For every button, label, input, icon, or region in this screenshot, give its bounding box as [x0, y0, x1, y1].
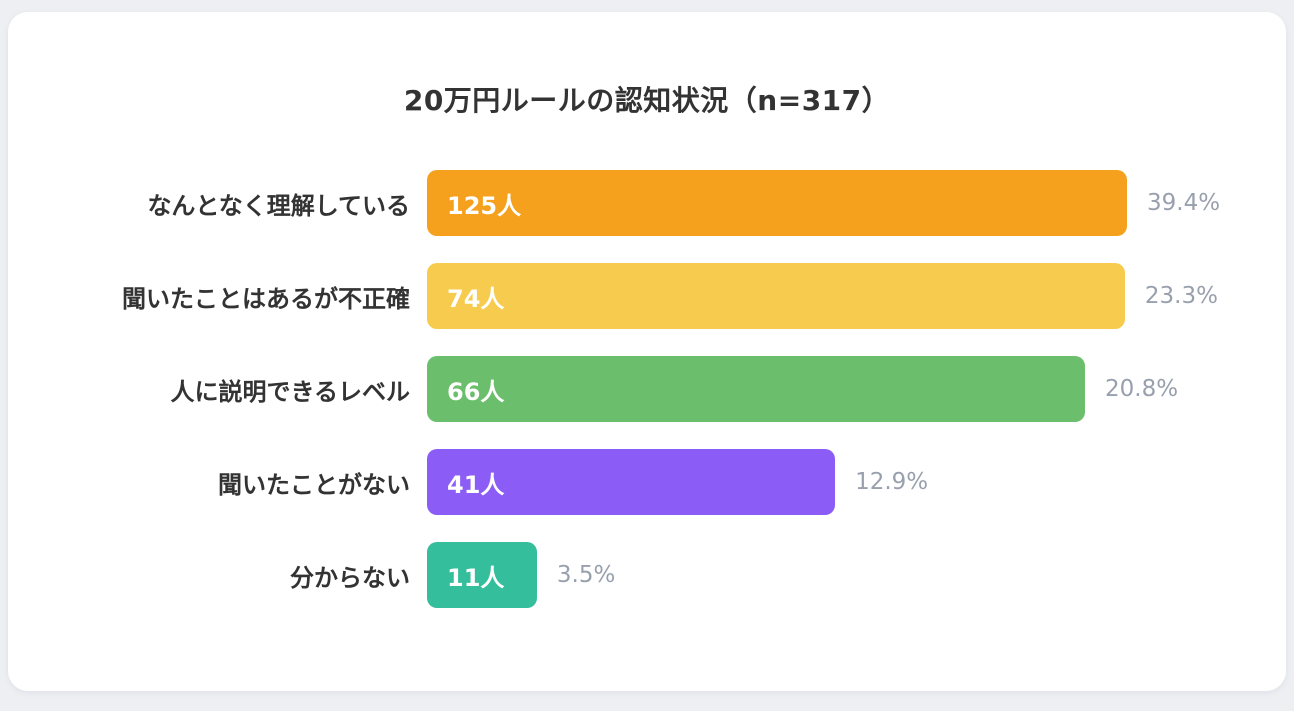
bar-and-percent: 11人 3.5% [427, 542, 1127, 608]
bar-track: 11人 3.5% [427, 542, 1127, 608]
category-label: 聞いたことがない [218, 470, 410, 499]
category-label: 聞いたことはあるが不正確 [122, 284, 410, 313]
bar-and-percent: 41人 12.9% [427, 449, 1127, 515]
bar-track: 74人 23.3% [427, 263, 1218, 329]
bar-percent-label: 23.3% [1144, 283, 1218, 309]
chart-title: 20万円ルールの認知状況（n=317） [403, 84, 891, 117]
bar-value-label: 11人 [447, 563, 505, 592]
bar-percent-label: 12.9% [855, 469, 929, 495]
bar-track: 125人 39.4% [427, 170, 1220, 236]
bar-row: なんとなく理解している 125人 39.4% [8, 170, 1286, 236]
bar: 11人 [427, 542, 537, 608]
bar-percent-label: 20.8% [1105, 376, 1179, 402]
chart-card: 20万円ルールの認知状況（n=317） なんとなく理解している 125人 39.4%… [8, 12, 1286, 691]
bar-percent-label: 39.4% [1147, 190, 1221, 216]
bar-track: 66人 20.8% [427, 356, 1178, 422]
bar: 66人 [427, 356, 1085, 422]
bar-row: 分からない 11人 3.5% [8, 542, 1286, 608]
bar-and-percent: 74人 23.3% [427, 263, 1218, 329]
bar-value-label: 41人 [447, 470, 505, 499]
bar-and-percent: 66人 20.8% [427, 356, 1178, 422]
bar: 74人 [427, 263, 1125, 329]
category-label: 人に説明できるレベル [170, 377, 410, 406]
bar-and-percent: 125人 39.4% [427, 170, 1220, 236]
bar-percent-label: 3.5% [556, 562, 616, 588]
bar-value-label: 74人 [447, 284, 505, 313]
category-label: 分からない [290, 563, 410, 592]
bar-value-label: 66人 [447, 377, 505, 406]
bar-rows: なんとなく理解している 125人 39.4% 聞いたことはあるが不正確 74人 23.3%… [8, 170, 1286, 608]
bar-row: 聞いたことはあるが不正確 74人 23.3% [8, 263, 1286, 329]
bar-row: 聞いたことがない 41人 12.9% [8, 449, 1286, 515]
bar-value-label: 125人 [447, 191, 522, 220]
bar: 41人 [427, 449, 836, 515]
bar-track: 41人 12.9% [427, 449, 1127, 515]
bar-row: 人に説明できるレベル 66人 20.8% [8, 356, 1286, 422]
category-label: なんとなく理解している [147, 191, 410, 220]
bar: 125人 [427, 170, 1127, 236]
